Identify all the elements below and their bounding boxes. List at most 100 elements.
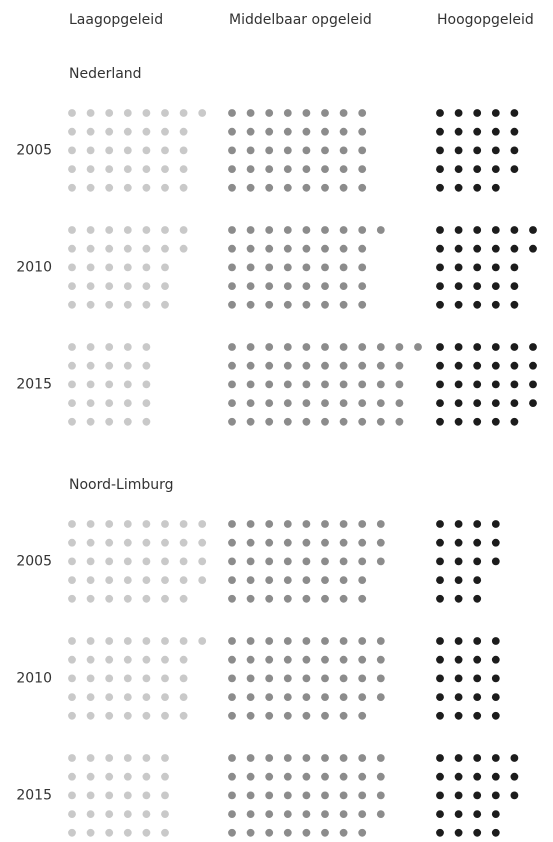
dot	[321, 183, 329, 192]
dot	[68, 711, 76, 720]
dot	[454, 655, 463, 664]
dot	[510, 754, 519, 762]
dot	[265, 380, 274, 389]
dot	[123, 828, 132, 837]
dot	[436, 655, 444, 664]
dot	[123, 538, 132, 547]
dot	[491, 538, 500, 547]
dot	[123, 711, 132, 720]
dot	[246, 674, 255, 683]
dot	[358, 754, 367, 762]
dot	[491, 754, 500, 762]
dot	[358, 674, 367, 683]
dot	[142, 343, 151, 351]
dot	[86, 244, 95, 253]
dot	[302, 226, 311, 234]
dot	[454, 674, 463, 683]
dot	[339, 165, 348, 174]
dot	[123, 300, 132, 309]
dot	[105, 300, 114, 309]
dot	[123, 674, 132, 683]
dot	[473, 263, 482, 272]
dot	[142, 772, 151, 781]
dot	[105, 244, 114, 253]
dot	[491, 343, 500, 351]
dot	[283, 557, 292, 566]
dot	[283, 711, 292, 720]
dot	[283, 810, 292, 818]
dot	[454, 226, 463, 234]
dot	[491, 109, 500, 117]
dot	[436, 417, 444, 426]
dot	[510, 146, 519, 155]
dot	[436, 538, 444, 547]
dot	[436, 244, 444, 253]
dot	[358, 538, 367, 547]
dot	[105, 343, 114, 351]
dot	[228, 828, 236, 837]
dot	[376, 557, 385, 566]
dot	[454, 282, 463, 290]
dot	[321, 380, 329, 389]
dot	[198, 557, 207, 566]
dot	[86, 637, 95, 645]
dot	[302, 655, 311, 664]
dot	[142, 693, 151, 701]
dot	[454, 165, 463, 174]
dot	[161, 810, 169, 818]
dot	[473, 146, 482, 155]
dot	[265, 361, 274, 370]
dot	[302, 127, 311, 136]
dot	[86, 674, 95, 683]
dot	[510, 244, 519, 253]
dot	[321, 655, 329, 664]
dot	[358, 183, 367, 192]
dot	[510, 226, 519, 234]
dot	[228, 754, 236, 762]
dot	[86, 127, 95, 136]
dot	[454, 300, 463, 309]
dot	[436, 183, 444, 192]
dot	[283, 538, 292, 547]
dot	[283, 417, 292, 426]
dot	[179, 538, 188, 547]
dot	[302, 674, 311, 683]
dot	[454, 828, 463, 837]
dot	[179, 637, 188, 645]
dot	[142, 637, 151, 645]
dot	[161, 127, 169, 136]
dot	[161, 594, 169, 603]
dot	[454, 810, 463, 818]
dot	[246, 810, 255, 818]
dot	[358, 343, 367, 351]
dot	[68, 282, 76, 290]
dot	[376, 637, 385, 645]
dot	[246, 594, 255, 603]
dot	[454, 244, 463, 253]
dot	[510, 127, 519, 136]
dot	[265, 594, 274, 603]
dot	[142, 127, 151, 136]
dot	[339, 244, 348, 253]
dot	[68, 183, 76, 192]
dot	[161, 637, 169, 645]
dot	[283, 343, 292, 351]
dot	[510, 109, 519, 117]
dot	[339, 557, 348, 566]
dot	[179, 244, 188, 253]
dot	[283, 693, 292, 701]
dot	[161, 165, 169, 174]
dot	[265, 711, 274, 720]
dot	[473, 300, 482, 309]
dot	[436, 226, 444, 234]
dot	[179, 711, 188, 720]
dot	[123, 810, 132, 818]
dot	[105, 693, 114, 701]
dot	[246, 343, 255, 351]
dot	[339, 109, 348, 117]
dot	[68, 399, 76, 407]
dot	[473, 637, 482, 645]
dot	[142, 576, 151, 584]
dot	[86, 693, 95, 701]
dot	[86, 263, 95, 272]
